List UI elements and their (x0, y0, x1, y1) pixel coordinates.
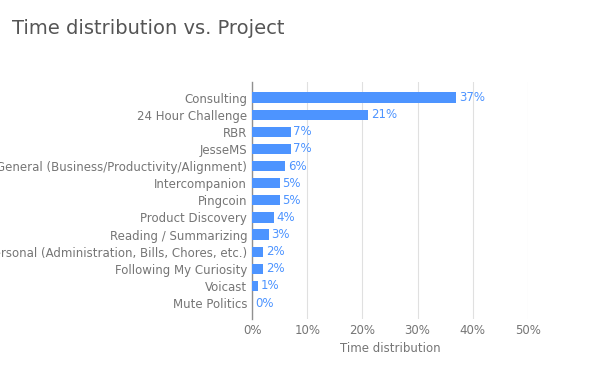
Text: 6%: 6% (288, 160, 307, 173)
Bar (252, 195, 280, 206)
Bar (252, 178, 280, 188)
Text: 21%: 21% (371, 108, 397, 121)
Text: 2%: 2% (266, 245, 284, 258)
Bar (252, 92, 456, 103)
Text: 1%: 1% (260, 279, 279, 292)
Text: 0%: 0% (255, 297, 273, 310)
Text: 5%: 5% (283, 177, 301, 190)
Bar (252, 144, 290, 154)
Bar (252, 161, 285, 171)
Bar (252, 109, 368, 120)
Bar (252, 264, 263, 274)
Text: 7%: 7% (293, 142, 312, 155)
Bar (252, 281, 257, 291)
Bar (252, 247, 263, 257)
Text: 7%: 7% (293, 125, 312, 138)
Text: 5%: 5% (283, 194, 301, 207)
Text: 4%: 4% (277, 211, 295, 224)
X-axis label: Time distribution: Time distribution (340, 342, 440, 355)
Text: 2%: 2% (266, 262, 284, 275)
Bar (252, 229, 269, 240)
Bar (252, 212, 274, 223)
Text: Time distribution vs. Project: Time distribution vs. Project (12, 19, 284, 37)
Text: 37%: 37% (459, 91, 485, 104)
Bar (252, 127, 290, 137)
Text: 3%: 3% (271, 228, 290, 241)
